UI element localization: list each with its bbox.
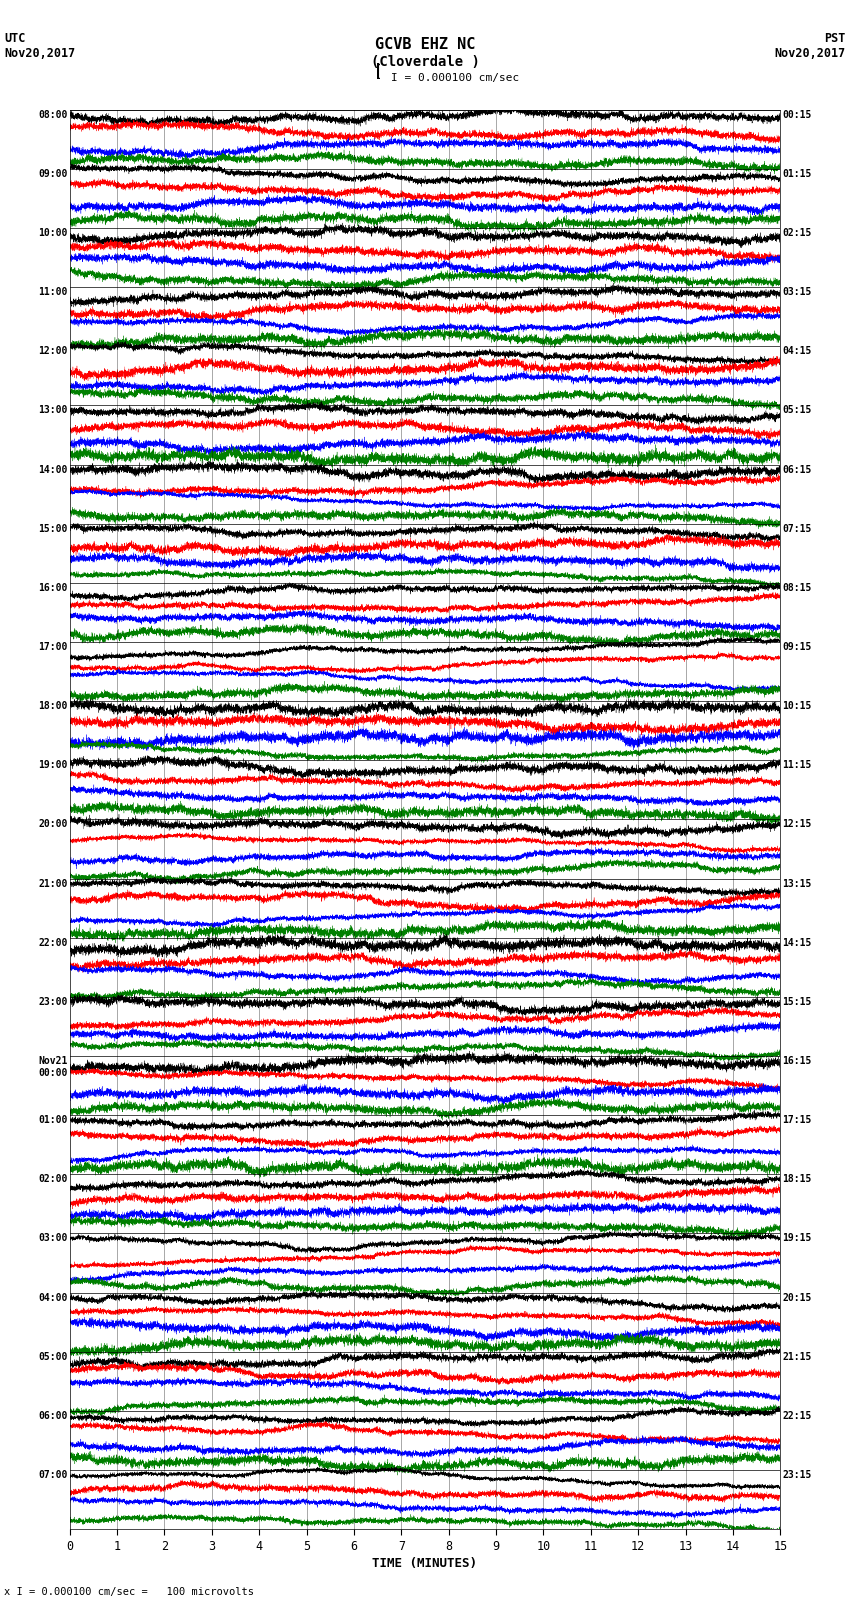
Text: I = 0.000100 cm/sec: I = 0.000100 cm/sec	[391, 73, 519, 82]
Text: 06:15: 06:15	[783, 465, 812, 474]
Text: 01:15: 01:15	[783, 169, 812, 179]
Text: 11:00: 11:00	[38, 287, 67, 297]
Text: 01:00: 01:00	[38, 1115, 67, 1126]
Text: 05:00: 05:00	[38, 1352, 67, 1361]
Text: 18:00: 18:00	[38, 702, 67, 711]
Text: Nov20,2017: Nov20,2017	[4, 47, 76, 60]
Text: 16:00: 16:00	[38, 582, 67, 594]
Text: 17:00: 17:00	[38, 642, 67, 652]
Text: 05:15: 05:15	[783, 405, 812, 416]
Text: 11:15: 11:15	[783, 760, 812, 771]
Text: 20:15: 20:15	[783, 1292, 812, 1303]
Text: 23:00: 23:00	[38, 997, 67, 1007]
Text: 19:15: 19:15	[783, 1234, 812, 1244]
Text: 18:15: 18:15	[783, 1174, 812, 1184]
Text: 20:00: 20:00	[38, 819, 67, 829]
X-axis label: TIME (MINUTES): TIME (MINUTES)	[372, 1557, 478, 1569]
Text: 00:15: 00:15	[783, 110, 812, 119]
Text: 08:15: 08:15	[783, 582, 812, 594]
Text: 22:00: 22:00	[38, 937, 67, 948]
Text: Nov21
00:00: Nov21 00:00	[38, 1057, 67, 1077]
Text: 12:15: 12:15	[783, 819, 812, 829]
Text: 16:15: 16:15	[783, 1057, 812, 1066]
Text: 04:15: 04:15	[783, 347, 812, 356]
Text: 03:15: 03:15	[783, 287, 812, 297]
Text: 12:00: 12:00	[38, 347, 67, 356]
Text: 02:00: 02:00	[38, 1174, 67, 1184]
Text: PST: PST	[824, 32, 846, 45]
Text: 09:00: 09:00	[38, 169, 67, 179]
Text: 09:15: 09:15	[783, 642, 812, 652]
Text: 15:15: 15:15	[783, 997, 812, 1007]
Text: 03:00: 03:00	[38, 1234, 67, 1244]
Text: 21:15: 21:15	[783, 1352, 812, 1361]
Text: UTC: UTC	[4, 32, 26, 45]
Text: GCVB EHZ NC: GCVB EHZ NC	[375, 37, 475, 52]
Text: 08:00: 08:00	[38, 110, 67, 119]
Text: 02:15: 02:15	[783, 227, 812, 239]
Text: 14:00: 14:00	[38, 465, 67, 474]
Text: x I = 0.000100 cm/sec =   100 microvolts: x I = 0.000100 cm/sec = 100 microvolts	[4, 1587, 254, 1597]
Text: (Cloverdale ): (Cloverdale )	[371, 55, 479, 69]
Text: 21:00: 21:00	[38, 879, 67, 889]
Text: 23:15: 23:15	[783, 1469, 812, 1481]
Text: 17:15: 17:15	[783, 1115, 812, 1126]
Text: 15:00: 15:00	[38, 524, 67, 534]
Text: 04:00: 04:00	[38, 1292, 67, 1303]
Text: 22:15: 22:15	[783, 1411, 812, 1421]
Text: 07:15: 07:15	[783, 524, 812, 534]
Text: 13:00: 13:00	[38, 405, 67, 416]
Text: 06:00: 06:00	[38, 1411, 67, 1421]
Text: Nov20,2017: Nov20,2017	[774, 47, 846, 60]
Text: 14:15: 14:15	[783, 937, 812, 948]
Text: 07:00: 07:00	[38, 1469, 67, 1481]
Text: 19:00: 19:00	[38, 760, 67, 771]
Text: 10:15: 10:15	[783, 702, 812, 711]
Text: 10:00: 10:00	[38, 227, 67, 239]
Text: 13:15: 13:15	[783, 879, 812, 889]
